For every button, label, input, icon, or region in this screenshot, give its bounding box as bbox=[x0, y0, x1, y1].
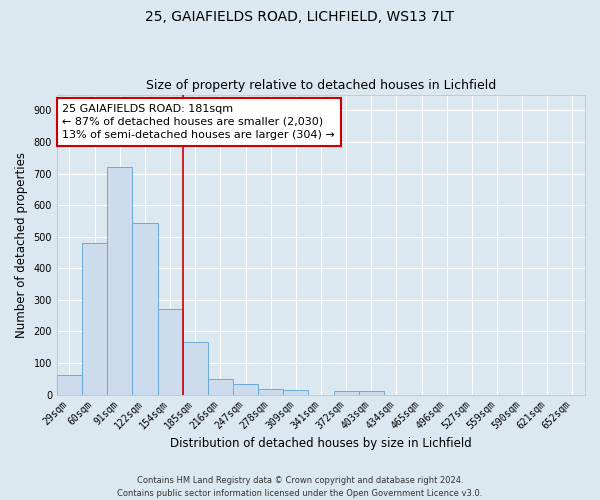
Bar bbox=[233, 384, 258, 394]
Bar bbox=[283, 390, 308, 394]
Title: Size of property relative to detached houses in Lichfield: Size of property relative to detached ho… bbox=[146, 79, 496, 92]
Bar bbox=[258, 389, 283, 394]
Text: Contains HM Land Registry data © Crown copyright and database right 2024.
Contai: Contains HM Land Registry data © Crown c… bbox=[118, 476, 482, 498]
Bar bbox=[334, 392, 359, 394]
Text: 25, GAIAFIELDS ROAD, LICHFIELD, WS13 7LT: 25, GAIAFIELDS ROAD, LICHFIELD, WS13 7LT bbox=[145, 10, 455, 24]
X-axis label: Distribution of detached houses by size in Lichfield: Distribution of detached houses by size … bbox=[170, 437, 472, 450]
Bar bbox=[107, 167, 133, 394]
Text: 25 GAIAFIELDS ROAD: 181sqm
← 87% of detached houses are smaller (2,030)
13% of s: 25 GAIAFIELDS ROAD: 181sqm ← 87% of deta… bbox=[62, 104, 335, 140]
Bar bbox=[82, 243, 107, 394]
Bar bbox=[158, 310, 182, 394]
Bar bbox=[359, 392, 384, 394]
Bar bbox=[57, 375, 82, 394]
Bar bbox=[182, 342, 208, 394]
Bar bbox=[133, 223, 158, 394]
Y-axis label: Number of detached properties: Number of detached properties bbox=[15, 152, 28, 338]
Bar bbox=[208, 380, 233, 394]
